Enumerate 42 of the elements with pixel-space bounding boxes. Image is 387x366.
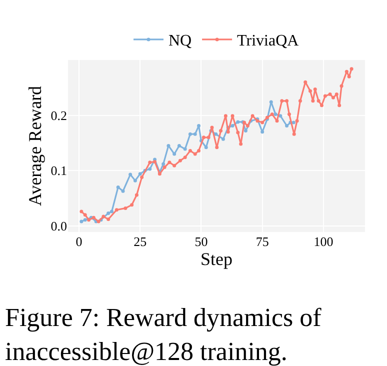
point — [230, 124, 234, 128]
point — [110, 210, 114, 214]
point — [83, 218, 87, 222]
point — [244, 129, 248, 133]
point — [214, 132, 218, 136]
point — [260, 130, 264, 134]
point — [121, 189, 125, 193]
point — [148, 167, 152, 171]
point — [197, 124, 201, 128]
legend-label: TriviaQA — [237, 32, 300, 50]
x-tick-label: 50 — [194, 234, 208, 249]
point — [128, 172, 132, 176]
point — [204, 146, 208, 150]
point — [166, 144, 170, 148]
point — [221, 137, 225, 141]
x-tick-label: 25 — [134, 234, 147, 249]
point — [116, 185, 120, 189]
point — [106, 211, 110, 215]
point — [138, 172, 142, 176]
y-tick-label: 0.1 — [50, 163, 67, 178]
x-tick-label: 75 — [256, 234, 269, 249]
point — [269, 100, 273, 104]
legend-label: NQ — [168, 32, 192, 50]
point — [285, 124, 289, 128]
y-tick-label: 0.2 — [50, 108, 67, 123]
y-tick-label: 0.0 — [50, 218, 67, 234]
point — [162, 162, 166, 166]
point — [193, 132, 197, 136]
x-tick-label: 100 — [314, 234, 334, 249]
caption: Figure 7: Reward dynamics of inaccessible@128 training. — [5, 303, 322, 366]
point — [188, 132, 192, 136]
x-tick-label: 0 — [76, 234, 82, 249]
point — [80, 220, 84, 224]
point — [183, 147, 187, 151]
point — [177, 144, 181, 148]
x-axis-title: Step — [200, 249, 233, 269]
y-axis-title: Average Reward — [24, 86, 45, 206]
point — [172, 152, 176, 156]
point — [292, 120, 296, 124]
point — [236, 120, 240, 124]
point — [133, 178, 137, 182]
point — [274, 112, 278, 116]
